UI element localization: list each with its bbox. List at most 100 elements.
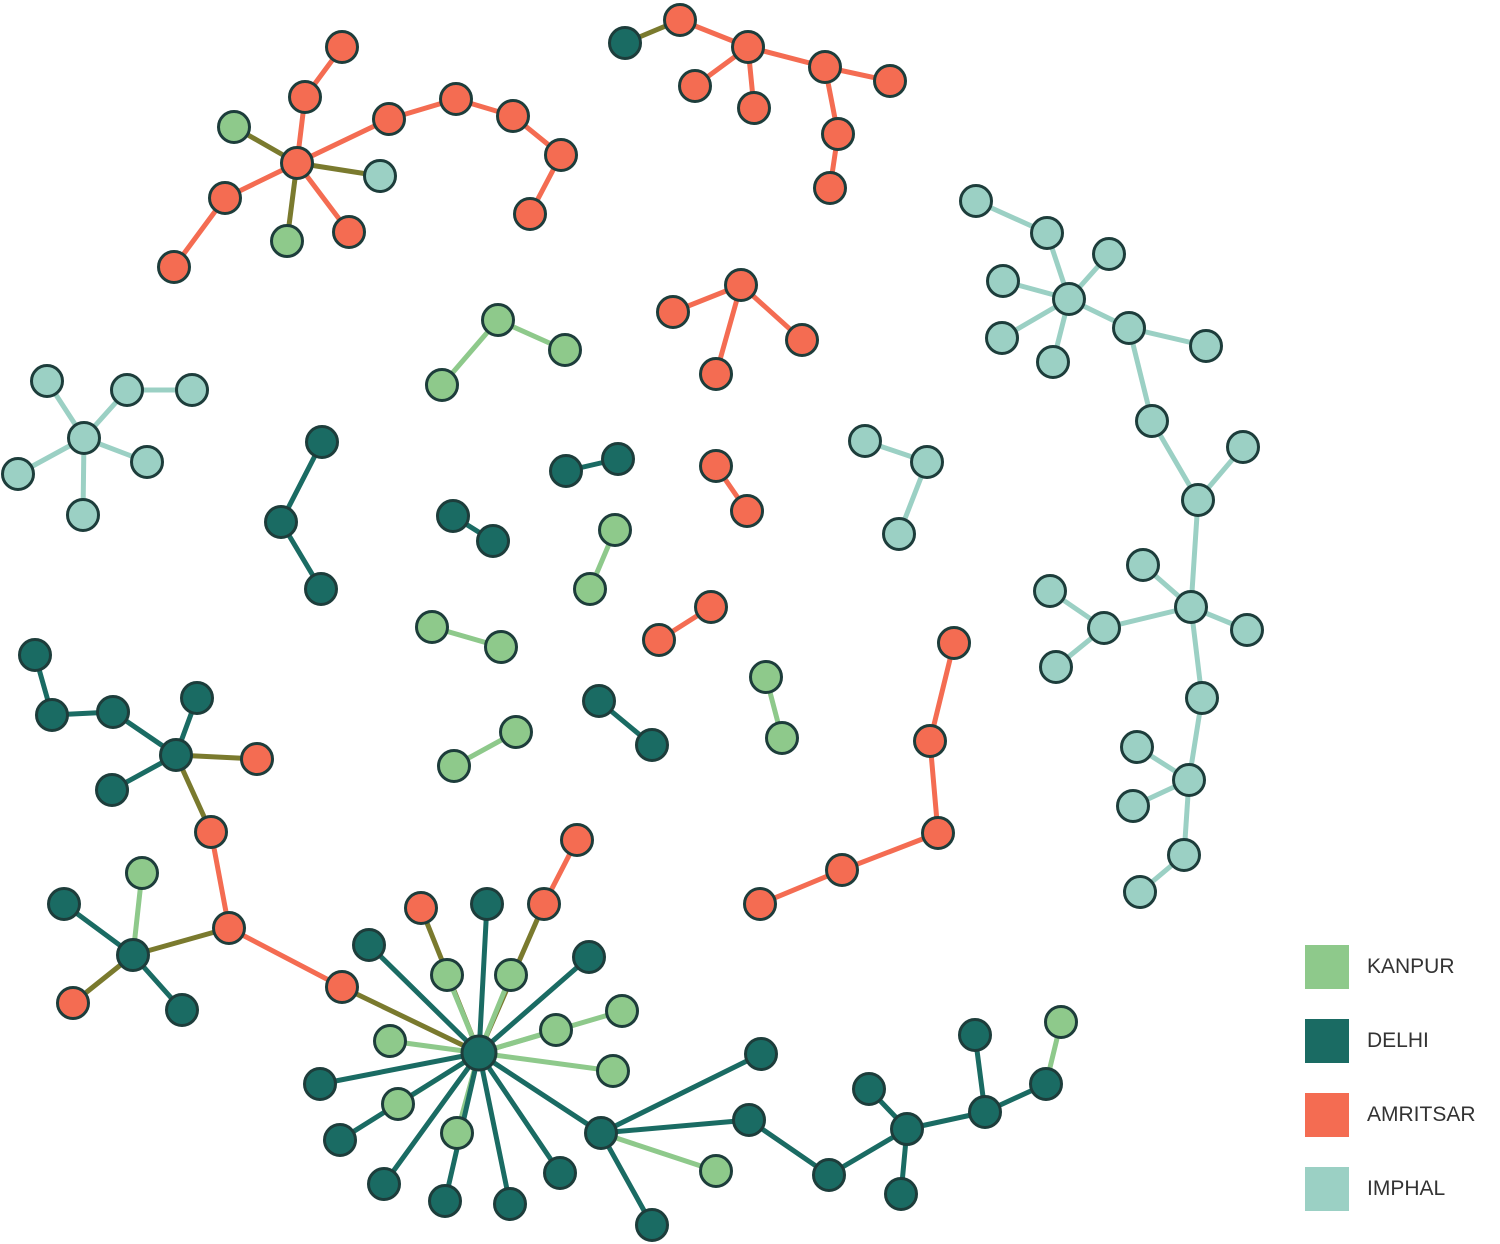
graph-node-amritsar	[937, 626, 971, 660]
graph-edge	[476, 1050, 513, 1207]
graph-node-delhi	[812, 1158, 846, 1192]
graph-edge	[598, 1130, 655, 1228]
graph-node-amritsar	[913, 724, 947, 758]
graph-node-delhi	[601, 442, 635, 476]
graph-node-amritsar	[699, 357, 733, 391]
graph-node-kanpur	[765, 721, 799, 755]
graph-node-amritsar	[212, 911, 246, 945]
graph-edge	[317, 1050, 482, 1087]
graph-node-kanpur	[548, 333, 582, 367]
graph-node-delhi	[305, 425, 339, 459]
legend-label-kanpur: KANPUR	[1367, 955, 1455, 978]
graph-node-amritsar	[731, 30, 765, 64]
graph-node-amritsar	[157, 250, 191, 284]
graph-node-amritsar	[808, 50, 842, 84]
graph-node-imphal	[1226, 430, 1260, 464]
graph-node-imphal	[1030, 216, 1064, 250]
graph-edge	[476, 1050, 604, 1136]
graph-node-delhi	[470, 887, 504, 921]
graph-node-amritsar	[325, 30, 359, 64]
graph-node-delhi	[635, 1208, 669, 1242]
graph-node-delhi	[958, 1018, 992, 1052]
graph-nodes	[1, 3, 1264, 1242]
legend-swatch-amritsar	[1305, 1093, 1349, 1137]
graph-node-kanpur	[539, 1013, 573, 1047]
graph-node-delhi	[584, 1116, 618, 1150]
graph-edge	[476, 954, 592, 1056]
graph-node-kanpur	[217, 110, 251, 144]
graph-node-imphal	[985, 321, 1019, 355]
graph-node-amritsar	[730, 494, 764, 528]
graph-node-kanpur	[440, 1116, 474, 1150]
graph-node-delhi	[428, 1184, 462, 1218]
graph-node-amritsar	[513, 197, 547, 231]
graph-node-delhi	[116, 938, 150, 972]
graph-edge	[226, 925, 345, 990]
graph-edge	[381, 1050, 482, 1187]
graph-node-imphal	[1039, 650, 1073, 684]
graph-node-delhi	[476, 524, 510, 558]
graph-node-delhi	[352, 928, 386, 962]
graph-node-delhi	[635, 728, 669, 762]
graph-node-kanpur	[499, 715, 533, 749]
graph-node-amritsar	[372, 102, 406, 136]
graph-node-delhi	[436, 499, 470, 533]
graph-node-amritsar	[325, 970, 359, 1004]
graph-node-imphal	[363, 159, 397, 193]
graph-node-imphal	[1172, 763, 1206, 797]
graph-node-imphal	[175, 373, 209, 407]
graph-node-delhi	[744, 1037, 778, 1071]
graph-node-kanpur	[415, 610, 449, 644]
graph-node-delhi	[303, 1067, 337, 1101]
graph-node-amritsar	[332, 215, 366, 249]
graph-node-amritsar	[560, 823, 594, 857]
graph-node-amritsar	[724, 268, 758, 302]
legend-label-imphal: IMPHAL	[1367, 1177, 1446, 1200]
graph-node-imphal	[1167, 838, 1201, 872]
graph-edge	[839, 830, 941, 873]
graph-node-delhi	[96, 695, 130, 729]
graph-node-imphal	[1112, 311, 1146, 345]
graph-node-imphal	[67, 421, 101, 455]
graph-node-delhi	[159, 738, 193, 772]
graph-node-amritsar	[527, 887, 561, 921]
graph-node-delhi	[367, 1167, 401, 1201]
graph-node-amritsar	[699, 449, 733, 483]
graph-node-delhi	[304, 572, 338, 606]
legend-label-amritsar: AMRITSAR	[1367, 1103, 1476, 1126]
graph-node-imphal	[110, 373, 144, 407]
graph-node-amritsar	[737, 91, 771, 125]
graph-node-imphal	[959, 184, 993, 218]
graph-node-amritsar	[194, 815, 228, 849]
graph-node-kanpur	[125, 856, 159, 890]
graph-node-kanpur	[605, 994, 639, 1028]
graph-node-imphal	[910, 445, 944, 479]
graph-edge	[366, 942, 482, 1056]
graph-node-kanpur	[484, 630, 518, 664]
graph-node-kanpur	[430, 958, 464, 992]
graph-node-amritsar	[656, 295, 690, 329]
legend-item-delhi: DELHI	[1305, 1019, 1495, 1063]
legend-item-imphal: IMPHAL	[1305, 1167, 1495, 1211]
graph-node-delhi	[884, 1177, 918, 1211]
graph-node-imphal	[1123, 875, 1157, 909]
graph-node-imphal	[1052, 282, 1086, 316]
graph-node-delhi	[543, 1156, 577, 1190]
graph-node-imphal	[1092, 237, 1126, 271]
graph-edge	[476, 1050, 616, 1074]
graph-edge	[476, 1050, 563, 1176]
graph-edge	[476, 901, 490, 1056]
graph-node-delhi	[549, 454, 583, 488]
graph-node-delhi	[165, 993, 199, 1027]
graph-node-imphal	[848, 424, 882, 458]
graph-edge	[598, 1130, 719, 1174]
graph-node-delhi	[608, 26, 642, 60]
graph-node-imphal	[1135, 404, 1169, 438]
graph-node-kanpur	[381, 1087, 415, 1121]
graph-node-delhi	[460, 1034, 498, 1072]
graph-node-kanpur	[373, 1024, 407, 1058]
legend-item-amritsar: AMRITSAR	[1305, 1093, 1495, 1137]
graph-node-delhi	[852, 1072, 886, 1106]
graph-node-imphal	[130, 445, 164, 479]
